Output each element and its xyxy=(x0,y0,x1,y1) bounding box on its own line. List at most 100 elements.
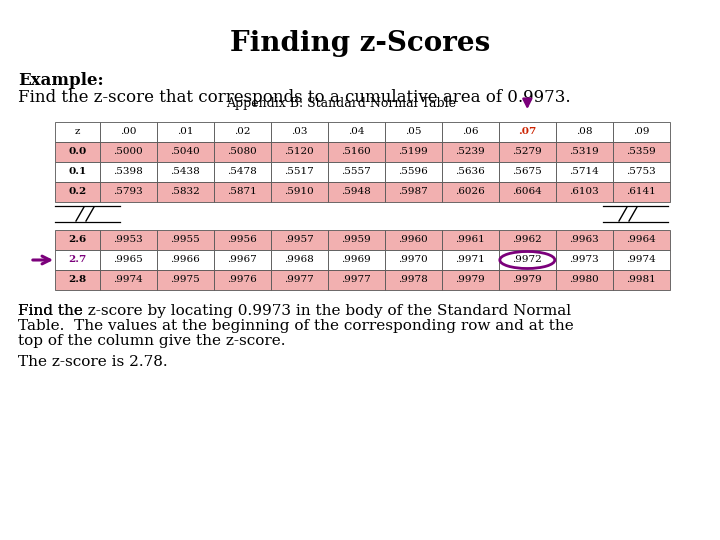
Text: Example:: Example: xyxy=(18,72,104,89)
Text: 0.2: 0.2 xyxy=(68,187,86,197)
Bar xyxy=(499,270,556,290)
Bar xyxy=(499,122,556,142)
Bar xyxy=(100,182,157,202)
Bar xyxy=(214,162,271,182)
Bar xyxy=(556,230,613,250)
Bar xyxy=(613,122,670,142)
Bar xyxy=(100,162,157,182)
Text: .5359: .5359 xyxy=(626,147,656,157)
Bar xyxy=(328,142,384,162)
Bar xyxy=(55,270,100,290)
Text: .5910: .5910 xyxy=(284,187,314,197)
Text: .9970: .9970 xyxy=(398,255,428,265)
Bar xyxy=(328,230,384,250)
Bar xyxy=(613,162,670,182)
Text: .5120: .5120 xyxy=(284,147,314,157)
Text: .07: .07 xyxy=(518,127,536,137)
Text: .5596: .5596 xyxy=(398,167,428,177)
Text: .6026: .6026 xyxy=(456,187,485,197)
Bar xyxy=(328,270,384,290)
Bar xyxy=(613,270,670,290)
Text: 2.7: 2.7 xyxy=(68,255,86,265)
Text: .9968: .9968 xyxy=(284,255,314,265)
Text: .5517: .5517 xyxy=(284,167,314,177)
Bar xyxy=(157,270,214,290)
Text: .9960: .9960 xyxy=(398,235,428,245)
Text: .5987: .5987 xyxy=(398,187,428,197)
Text: .9974: .9974 xyxy=(626,255,656,265)
Bar xyxy=(100,142,157,162)
Text: 0.1: 0.1 xyxy=(68,167,86,177)
Bar xyxy=(556,122,613,142)
Text: .9956: .9956 xyxy=(228,235,257,245)
Bar xyxy=(442,142,499,162)
Bar xyxy=(556,250,613,270)
Bar xyxy=(384,122,442,142)
Text: .9979: .9979 xyxy=(456,275,485,285)
Text: Find the: Find the xyxy=(18,304,88,318)
Text: .9975: .9975 xyxy=(171,275,200,285)
Text: .9969: .9969 xyxy=(341,255,372,265)
Bar xyxy=(328,122,384,142)
Text: .9972: .9972 xyxy=(513,255,542,265)
Text: .5871: .5871 xyxy=(228,187,257,197)
Bar xyxy=(55,230,100,250)
Bar xyxy=(328,250,384,270)
Text: .5675: .5675 xyxy=(513,167,542,177)
Text: .9976: .9976 xyxy=(228,275,257,285)
Bar xyxy=(328,182,384,202)
Bar xyxy=(157,142,214,162)
Text: .5832: .5832 xyxy=(171,187,200,197)
Text: Find the z-score by locating 0.9973 in the body of the Standard Normal: Find the z-score by locating 0.9973 in t… xyxy=(18,304,571,318)
Text: .5714: .5714 xyxy=(570,167,599,177)
Text: .5948: .5948 xyxy=(341,187,372,197)
Bar xyxy=(384,182,442,202)
Text: .9963: .9963 xyxy=(570,235,599,245)
Text: .5478: .5478 xyxy=(228,167,257,177)
Bar xyxy=(556,270,613,290)
Text: .5000: .5000 xyxy=(113,147,143,157)
Bar xyxy=(157,162,214,182)
Text: The z-score is 2.78.: The z-score is 2.78. xyxy=(18,355,168,369)
Bar xyxy=(556,142,613,162)
Bar xyxy=(384,162,442,182)
Text: 0.0: 0.0 xyxy=(68,147,86,157)
Text: 2.8: 2.8 xyxy=(68,275,86,285)
Bar xyxy=(55,182,100,202)
Bar xyxy=(55,122,100,142)
Bar xyxy=(613,182,670,202)
Bar xyxy=(100,270,157,290)
Bar xyxy=(100,230,157,250)
Text: .9977: .9977 xyxy=(284,275,314,285)
Bar xyxy=(100,122,157,142)
Text: Appendix B: Standard Normal Table: Appendix B: Standard Normal Table xyxy=(227,97,456,110)
Bar xyxy=(214,142,271,162)
Bar xyxy=(55,162,100,182)
Text: .6064: .6064 xyxy=(513,187,542,197)
Text: Find the z-score that corresponds to a cumulative area of 0.9973.: Find the z-score that corresponds to a c… xyxy=(18,89,571,106)
Text: .9973: .9973 xyxy=(570,255,599,265)
Text: .9961: .9961 xyxy=(456,235,485,245)
Text: .9978: .9978 xyxy=(398,275,428,285)
Text: .5319: .5319 xyxy=(570,147,599,157)
Text: top of the column give the z-score.: top of the column give the z-score. xyxy=(18,334,286,348)
Text: .9980: .9980 xyxy=(570,275,599,285)
Text: z: z xyxy=(75,127,80,137)
Text: .5080: .5080 xyxy=(228,147,257,157)
Bar xyxy=(499,230,556,250)
Bar xyxy=(613,250,670,270)
Text: .5239: .5239 xyxy=(456,147,485,157)
Text: .9981: .9981 xyxy=(626,275,656,285)
Bar xyxy=(271,162,328,182)
Bar xyxy=(271,142,328,162)
Text: .09: .09 xyxy=(633,127,649,137)
Bar xyxy=(55,250,100,270)
Bar xyxy=(384,230,442,250)
Bar xyxy=(613,230,670,250)
Text: .5438: .5438 xyxy=(171,167,200,177)
Text: Finding z-Scores: Finding z-Scores xyxy=(230,30,490,57)
Bar xyxy=(271,182,328,202)
Bar xyxy=(556,162,613,182)
Bar xyxy=(214,122,271,142)
Bar xyxy=(442,270,499,290)
